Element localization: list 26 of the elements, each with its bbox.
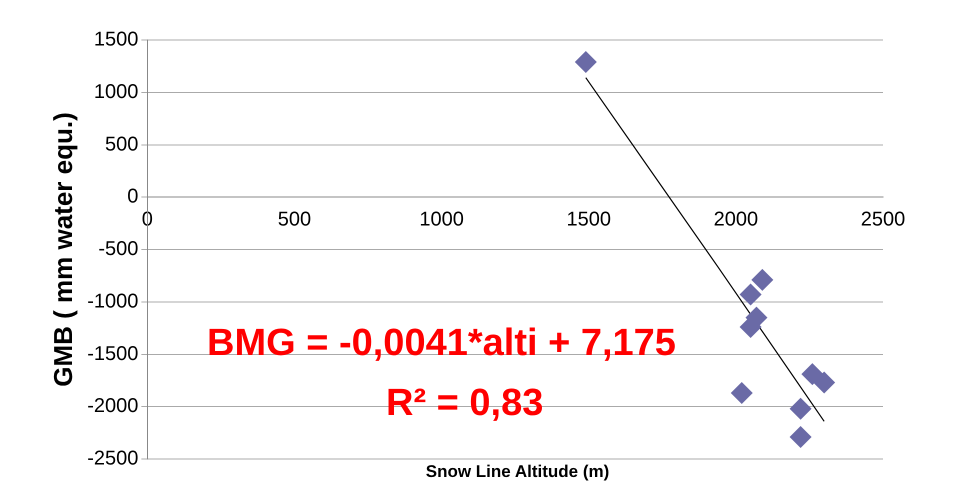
point xyxy=(801,363,824,386)
y-tick-label: -2000 xyxy=(87,395,138,418)
y-axis-title: GMB ( mm water equ.) xyxy=(48,112,78,387)
annotation: BMG = -0,0041*alti + 7,175 xyxy=(207,322,676,365)
point xyxy=(790,398,812,420)
y-tick-label: -500 xyxy=(98,238,138,260)
point xyxy=(740,284,762,306)
x-tick-label: 2500 xyxy=(860,208,906,231)
point xyxy=(813,372,836,394)
x-tick-label: 1500 xyxy=(566,208,611,231)
y-tick-label: -1000 xyxy=(87,290,138,312)
point xyxy=(730,382,753,404)
y-tick-label: -2500 xyxy=(87,448,138,470)
x-tick-label: 1000 xyxy=(419,208,464,231)
x-tick-label: 500 xyxy=(278,208,312,231)
y-tick-label: 500 xyxy=(104,133,138,156)
y-tick-label: 0 xyxy=(127,186,138,208)
point xyxy=(790,426,812,448)
y-tick-label: 1500 xyxy=(94,28,138,51)
y-tick-label: -1500 xyxy=(87,342,138,365)
x-tick-label: 2000 xyxy=(714,208,758,231)
point xyxy=(574,51,597,73)
point xyxy=(751,268,774,291)
annotation: R² = 0,83 xyxy=(386,382,544,425)
y-tick-label: 1000 xyxy=(94,80,138,103)
x-axis-title: Snow Line Altitude (m) xyxy=(424,462,610,482)
